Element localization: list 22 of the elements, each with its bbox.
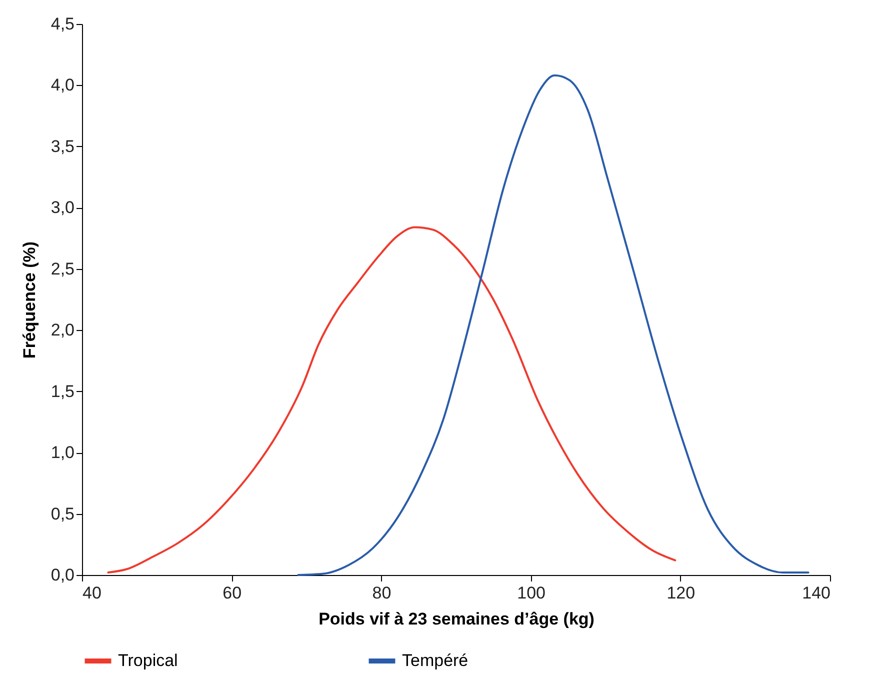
- x-tick-label: 60: [222, 584, 242, 602]
- y-tick-label: 1,5: [50, 382, 74, 401]
- x-tick-label: 120: [666, 584, 696, 602]
- y-tick-label: 2,5: [50, 259, 74, 278]
- y-tick-label: 0,5: [50, 504, 74, 524]
- x-tick-label: 100: [517, 584, 546, 602]
- y-tick-label: 2,0: [50, 320, 74, 340]
- line-series: [297, 74, 810, 576]
- x-axis-title: Poids vif à 23 semaines d’âge (kg): [318, 610, 594, 628]
- line-series: [107, 226, 676, 574]
- x-tick-label: 80: [372, 584, 392, 602]
- y-tick-label: 3,5: [50, 136, 74, 156]
- y-axis-title: Fréquence (%): [20, 241, 39, 359]
- x-tick-label: 140: [802, 584, 830, 602]
- y-tick-label: 3,0: [50, 198, 74, 218]
- legend-label: Tempéré: [402, 651, 468, 670]
- y-tick-label: 4,0: [50, 76, 74, 95]
- legend-label: Tropical: [118, 651, 178, 670]
- x-tick-label: 40: [82, 584, 102, 602]
- y-tick-label: 4,5: [50, 14, 74, 34]
- y-tick-label: 1,0: [50, 443, 74, 462]
- y-tick-label: 0,0: [50, 566, 74, 584]
